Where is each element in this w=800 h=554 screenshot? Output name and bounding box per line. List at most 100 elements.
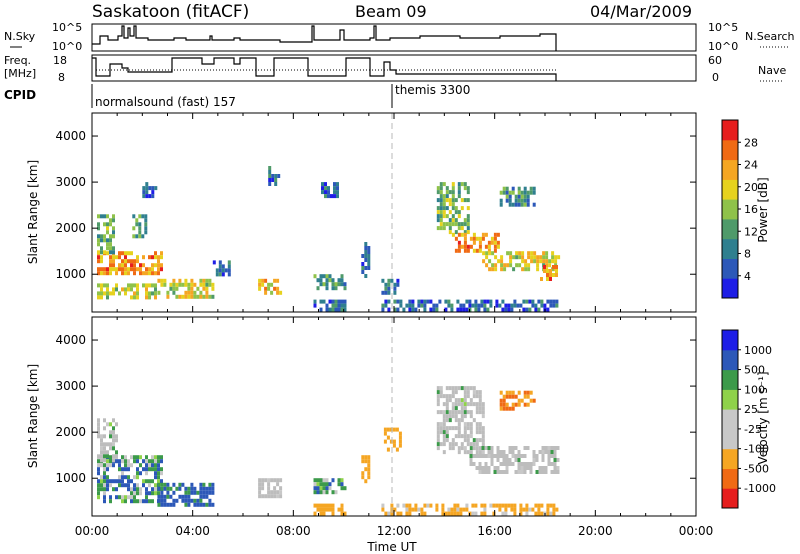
velocity-cell bbox=[148, 459, 151, 464]
velocity-cell bbox=[109, 458, 112, 463]
velocity-cell bbox=[529, 470, 533, 474]
power-cell bbox=[367, 246, 371, 250]
power-cell bbox=[552, 299, 556, 304]
velocity-cell bbox=[457, 398, 461, 403]
power-cell bbox=[103, 250, 106, 255]
power-cell bbox=[190, 290, 194, 295]
power-cell bbox=[106, 238, 109, 243]
power-cell bbox=[460, 198, 464, 203]
velocity-cell bbox=[511, 462, 515, 466]
velocity-cell bbox=[258, 490, 262, 495]
power-cell bbox=[166, 294, 170, 299]
velocity-cell bbox=[106, 479, 109, 484]
power-ytick-label: 4000 bbox=[55, 129, 86, 143]
power-cell bbox=[439, 186, 443, 191]
velocity-cell bbox=[160, 479, 163, 484]
power-cell bbox=[457, 240, 461, 245]
power-cell bbox=[160, 263, 163, 268]
power-cell bbox=[97, 222, 100, 227]
velocity-cell bbox=[490, 454, 494, 458]
power-cell bbox=[526, 198, 530, 203]
power-cell bbox=[268, 178, 272, 182]
velocity-cell bbox=[325, 478, 329, 483]
power-cell bbox=[144, 214, 148, 219]
velocity-cell bbox=[555, 507, 559, 512]
velocity-cell bbox=[448, 410, 452, 415]
power-cell bbox=[331, 282, 335, 287]
power-cell bbox=[97, 234, 100, 239]
velocity-cell bbox=[463, 426, 467, 431]
power-cell bbox=[414, 307, 418, 312]
velocity-cell bbox=[469, 426, 473, 431]
power-cell bbox=[106, 226, 109, 231]
velocity-colorbar-swatch bbox=[722, 389, 738, 410]
freq-tick-top: 18 bbox=[53, 54, 67, 67]
velocity-cell bbox=[151, 467, 154, 472]
power-cell bbox=[503, 267, 507, 272]
velocity-cell bbox=[184, 494, 188, 499]
power-cell bbox=[367, 262, 371, 266]
power-cell bbox=[508, 198, 512, 203]
velocity-cell bbox=[471, 503, 475, 508]
power-cell bbox=[133, 267, 136, 272]
velocity-cell bbox=[469, 442, 473, 447]
power-cell bbox=[169, 286, 173, 291]
velocity-cell bbox=[526, 446, 530, 450]
velocity-cell bbox=[160, 467, 163, 472]
velocity-cell bbox=[451, 386, 455, 391]
velocity-cell bbox=[457, 410, 461, 415]
velocity-cell bbox=[383, 439, 387, 444]
power-cell bbox=[100, 255, 103, 260]
power-cell bbox=[343, 307, 347, 312]
power-cell bbox=[545, 259, 549, 264]
velocity-cell bbox=[456, 511, 460, 516]
velocity-cell bbox=[535, 458, 539, 462]
power-data-cells bbox=[97, 166, 561, 312]
velocity-cell bbox=[499, 398, 503, 403]
velocity-cell bbox=[208, 482, 212, 487]
velocity-cell bbox=[478, 454, 482, 458]
power-cell bbox=[261, 282, 265, 287]
velocity-cell bbox=[136, 471, 139, 476]
power-cell bbox=[509, 263, 513, 268]
velocity-cell bbox=[103, 454, 106, 459]
power-cell bbox=[106, 242, 109, 247]
power-cell bbox=[334, 286, 338, 291]
velocity-cell bbox=[460, 442, 464, 447]
velocity-cell bbox=[553, 470, 557, 474]
velocity-cell bbox=[273, 494, 277, 499]
velocity-cell bbox=[502, 462, 506, 466]
velocity-cell bbox=[402, 503, 406, 508]
freq-frame bbox=[91, 54, 697, 82]
velocity-cell bbox=[490, 446, 494, 450]
velocity-cell bbox=[501, 503, 505, 508]
velocity-cell bbox=[505, 406, 509, 411]
power-cell bbox=[145, 271, 148, 276]
power-cell bbox=[510, 307, 514, 312]
velocity-cell bbox=[103, 434, 106, 439]
power-cell bbox=[142, 186, 146, 191]
power-cell bbox=[103, 222, 106, 227]
velocity-cell bbox=[118, 483, 121, 488]
velocity-cell bbox=[525, 507, 529, 512]
power-cell bbox=[543, 265, 546, 269]
power-cell bbox=[381, 278, 385, 283]
power-cell bbox=[451, 190, 455, 195]
power-cell bbox=[489, 303, 493, 308]
velocity-cell bbox=[151, 499, 154, 504]
velocity-colorbar-tick-label: -100 bbox=[744, 443, 769, 456]
power-ytick-label: 1000 bbox=[55, 267, 86, 281]
velocity-cell bbox=[480, 503, 484, 508]
velocity-cell bbox=[505, 394, 509, 399]
velocity-cell bbox=[460, 406, 464, 411]
power-cell bbox=[493, 244, 497, 249]
station-title: Saskatoon (fitACF) bbox=[92, 2, 249, 22]
power-cell bbox=[313, 299, 317, 304]
power-cell bbox=[436, 190, 440, 195]
power-cell bbox=[316, 278, 320, 283]
power-colorbar-tick-label: 16 bbox=[744, 203, 758, 216]
power-cell bbox=[408, 307, 412, 312]
velocity-cell bbox=[456, 507, 460, 512]
velocity-cell bbox=[181, 498, 185, 503]
power-cell bbox=[478, 236, 482, 241]
